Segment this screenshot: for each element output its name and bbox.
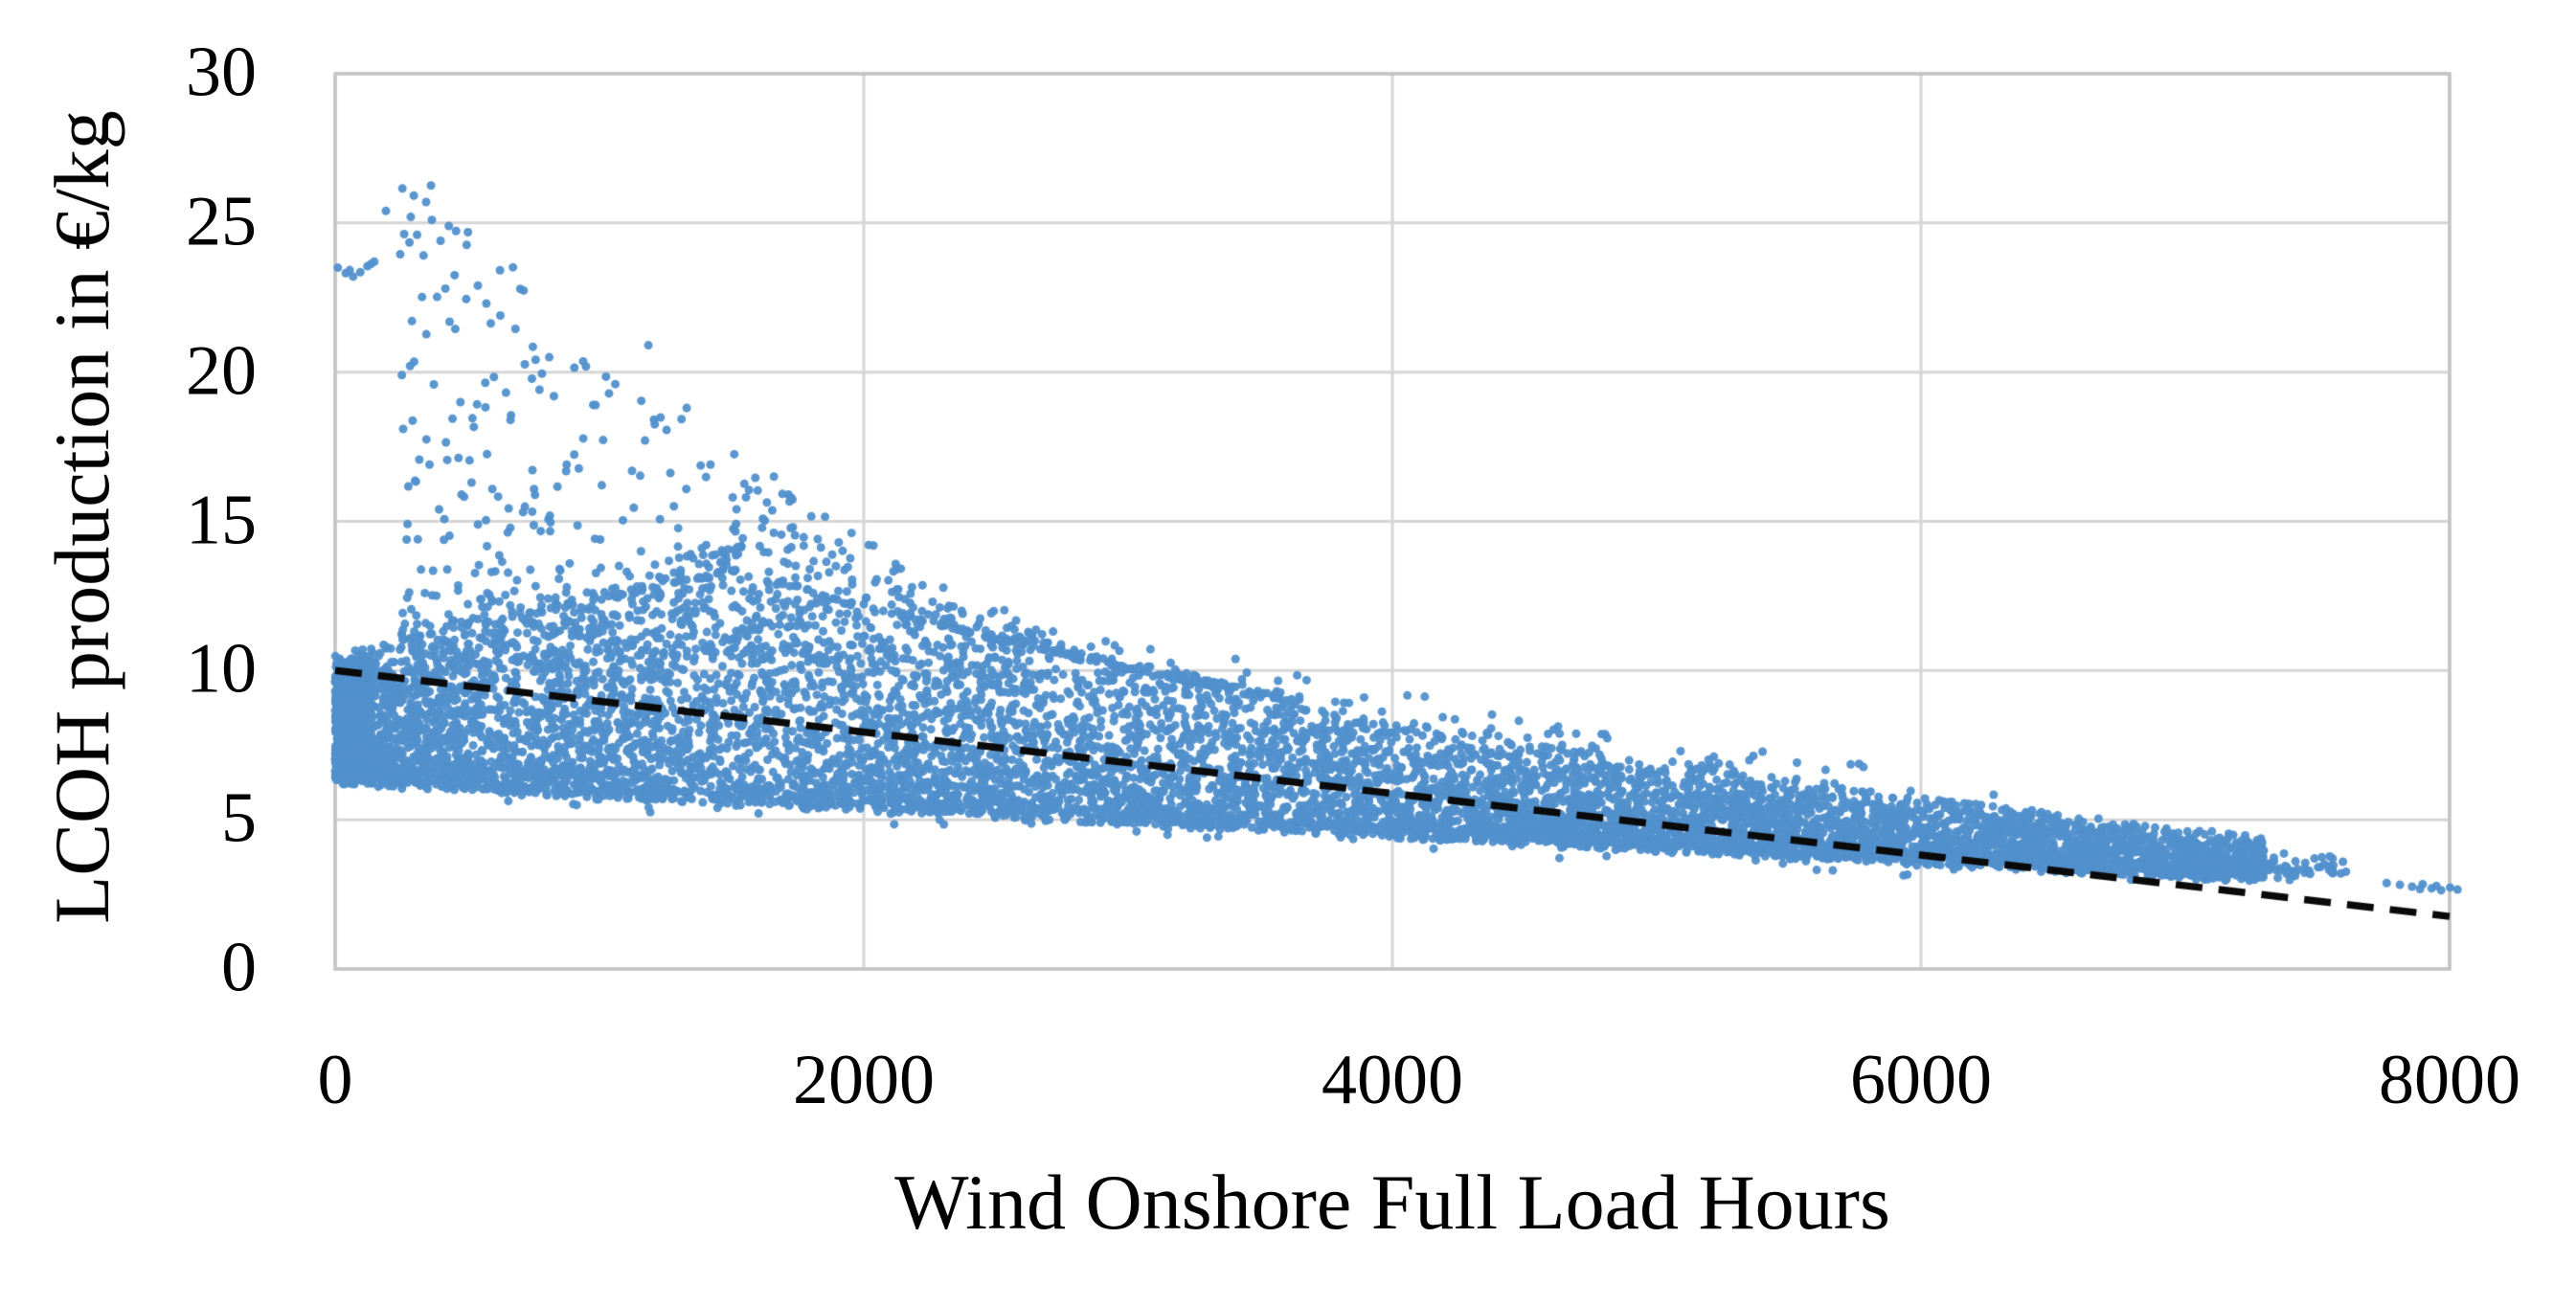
x-tick-label: 4000	[1322, 1041, 1463, 1119]
y-axis-title: LCOH production in €/kg	[38, 110, 125, 924]
x-tick-label: 0	[317, 1041, 353, 1119]
x-tick-label: 6000	[1850, 1041, 1992, 1119]
y-tick-label: 25	[186, 182, 257, 261]
x-tick-label: 8000	[2379, 1041, 2520, 1119]
x-tick-label: 2000	[793, 1041, 935, 1119]
y-tick-label: 15	[186, 481, 257, 560]
x-axis-title: Wind Onshore Full Load Hours	[894, 1159, 1890, 1246]
y-tick-label: 5	[221, 778, 257, 858]
y-tick-label: 30	[186, 33, 257, 112]
y-tick-label: 20	[186, 331, 257, 411]
y-tick-label: 0	[221, 928, 257, 1007]
y-tick-label: 10	[186, 629, 257, 709]
